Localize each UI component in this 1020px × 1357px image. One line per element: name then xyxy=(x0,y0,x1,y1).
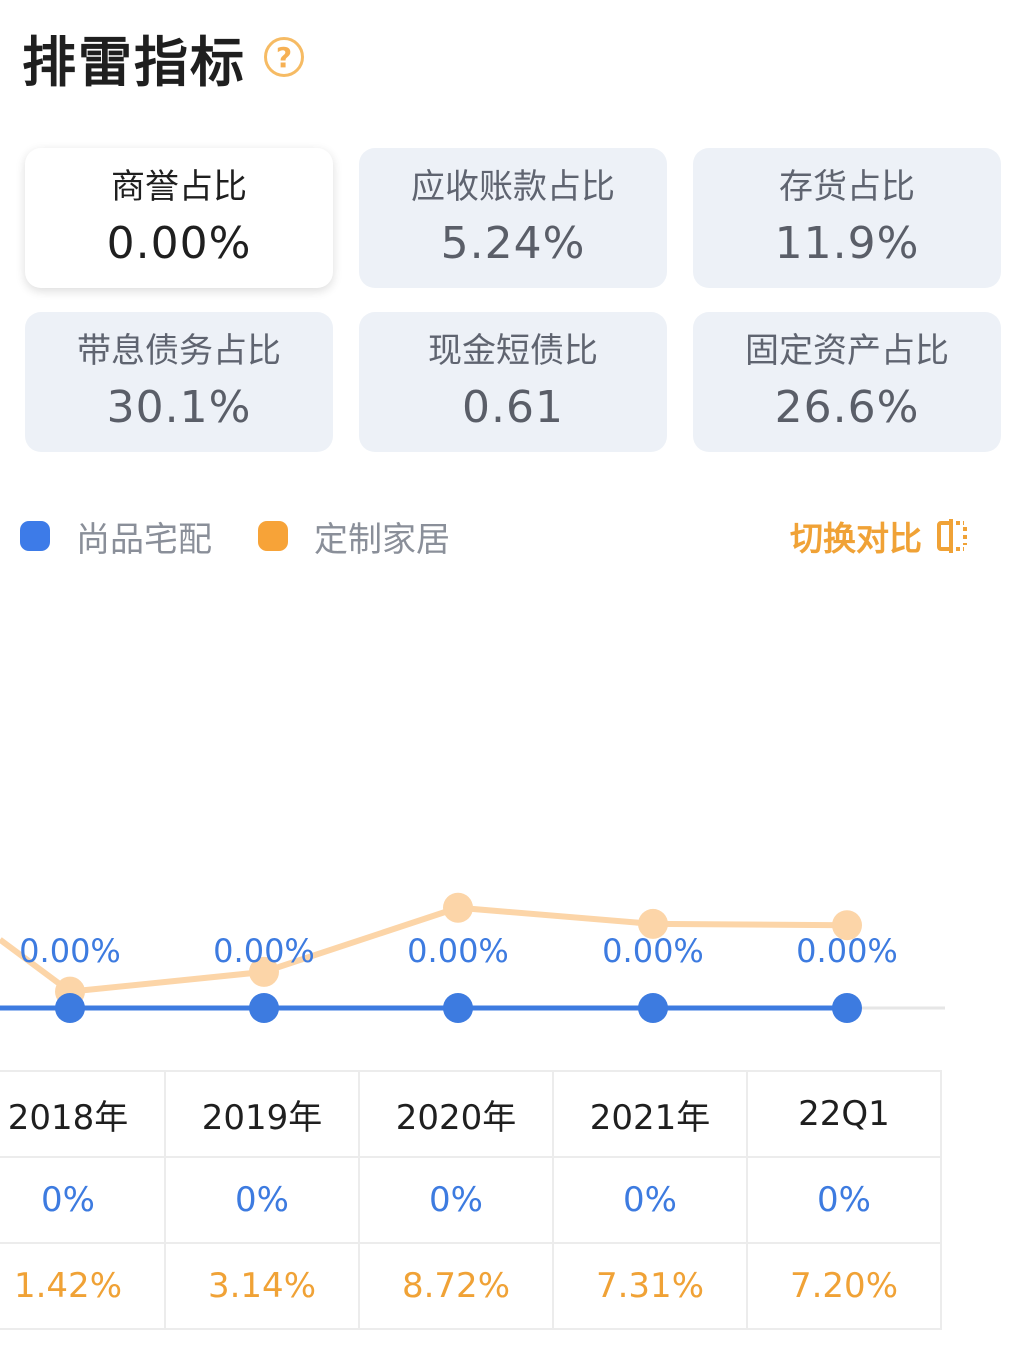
table-cell-value: 0% xyxy=(552,1156,748,1244)
card-label: 现金短债比 xyxy=(428,331,598,371)
card-value: 5.24% xyxy=(440,218,586,269)
table-row-years: 2018年 2019年 2020年 2021年 22Q1 xyxy=(0,1070,942,1158)
legend-label: 尚品宅配 xyxy=(76,519,212,560)
indicator-cards: 商誉占比 0.00% 应收账款占比 5.24% 存货占比 11.9% 带息债务占… xyxy=(25,148,1001,452)
legend-label: 定制家居 xyxy=(314,519,450,560)
card-value: 30.1% xyxy=(106,382,252,433)
table-cell-value: 0% xyxy=(358,1156,554,1244)
card-value: 0.00% xyxy=(106,218,252,269)
point-industry xyxy=(832,910,862,941)
table-cell-value: 3.14% xyxy=(164,1242,360,1330)
page-title: 排雷指标 xyxy=(22,30,246,94)
card-receivables-ratio[interactable]: 应收账款占比 5.24% xyxy=(359,148,667,288)
point-company xyxy=(638,993,668,1023)
card-value: 0.61 xyxy=(462,382,564,433)
card-value: 26.6% xyxy=(774,382,920,433)
point-industry xyxy=(249,956,279,987)
table-cell-year: 2018年 xyxy=(0,1070,166,1158)
table-cell-year: 2020年 xyxy=(358,1070,554,1158)
table-cell-value: 0% xyxy=(0,1156,166,1244)
chart-legend: 尚品宅配 定制家居 xyxy=(20,512,496,560)
point-company xyxy=(443,993,473,1023)
table-row-company: 0% 0% 0% 0% 0% xyxy=(0,1156,942,1244)
legend-item-industry[interactable]: 定制家居 xyxy=(258,512,450,561)
point-label: 0.00% xyxy=(602,932,704,970)
card-interest-debt-ratio[interactable]: 带息债务占比 30.1% xyxy=(25,312,333,452)
point-label: 0.00% xyxy=(213,932,315,970)
card-label: 存货占比 xyxy=(779,167,915,207)
card-cash-short-debt-ratio[interactable]: 现金短债比 0.61 xyxy=(359,312,667,452)
legend-dot-orange xyxy=(258,521,288,551)
card-goodwill-ratio[interactable]: 商誉占比 0.00% xyxy=(25,148,333,288)
card-label: 应收账款占比 xyxy=(411,167,615,207)
table-cell-value: 7.31% xyxy=(552,1242,748,1330)
point-company xyxy=(832,993,862,1023)
table-cell-year: 2021年 xyxy=(552,1070,748,1158)
table-cell-year: 2019年 xyxy=(164,1070,360,1158)
point-label: 0.00% xyxy=(19,932,121,970)
card-fixed-assets-ratio[interactable]: 固定资产占比 26.6% xyxy=(693,312,1001,452)
data-table: 2018年 2019年 2020年 2021年 22Q1 0% 0% 0% 0%… xyxy=(0,1070,942,1330)
table-cell-value: 8.72% xyxy=(358,1242,554,1330)
switch-label: 切换对比 xyxy=(790,519,922,558)
table-cell-year: 22Q1 xyxy=(746,1070,942,1158)
point-industry xyxy=(638,908,668,939)
line-chart: 0.00% 0.00% 0.00% 0.00% 0.00% xyxy=(0,892,945,1023)
table-row-industry: 1.42% 3.14% 8.72% 7.31% 7.20% xyxy=(0,1242,942,1330)
point-company xyxy=(55,993,85,1023)
point-company xyxy=(249,993,279,1023)
legend-item-company[interactable]: 尚品宅配 xyxy=(20,512,212,561)
card-label: 固定资产占比 xyxy=(745,331,949,371)
title-row: 排雷指标 ? xyxy=(22,22,304,94)
table-cell-value: 7.20% xyxy=(746,1242,942,1330)
card-inventory-ratio[interactable]: 存货占比 11.9% xyxy=(693,148,1001,288)
table-cell-value: 1.42% xyxy=(0,1242,166,1330)
help-icon[interactable]: ? xyxy=(264,37,304,77)
point-label: 0.00% xyxy=(796,932,898,970)
card-label: 商誉占比 xyxy=(111,167,247,207)
switch-icon xyxy=(937,519,967,553)
card-label: 带息债务占比 xyxy=(77,331,281,371)
card-value: 11.9% xyxy=(774,218,920,269)
switch-compare-button[interactable]: 切换对比 xyxy=(790,512,968,560)
point-industry xyxy=(443,892,473,923)
table-cell-value: 0% xyxy=(746,1156,942,1244)
table-cell-value: 0% xyxy=(164,1156,360,1244)
point-label: 0.00% xyxy=(407,932,509,970)
legend-dot-blue xyxy=(20,521,50,551)
